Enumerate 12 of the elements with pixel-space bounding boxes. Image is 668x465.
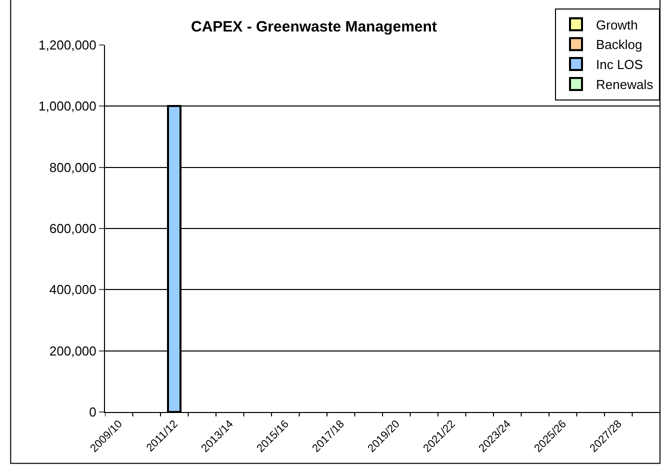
y-tick-label: 600,000 xyxy=(49,221,96,236)
legend-label: Backlog xyxy=(596,37,642,52)
y-tick-label: 1,000,000 xyxy=(38,98,96,114)
legend-label: Renewals xyxy=(596,77,654,92)
y-tick-label: 400,000 xyxy=(49,282,96,298)
y-tick-label: 200,000 xyxy=(49,343,96,358)
y-tick-label: 1,200,000 xyxy=(38,38,96,53)
y-tick-label: 800,000 xyxy=(49,160,96,175)
chart-title: CAPEX - Greenwaste Management xyxy=(191,18,437,36)
y-tick-label: 0 xyxy=(89,404,96,420)
legend-label: Growth xyxy=(596,17,638,32)
legend-label: Inc LOS xyxy=(596,57,644,72)
